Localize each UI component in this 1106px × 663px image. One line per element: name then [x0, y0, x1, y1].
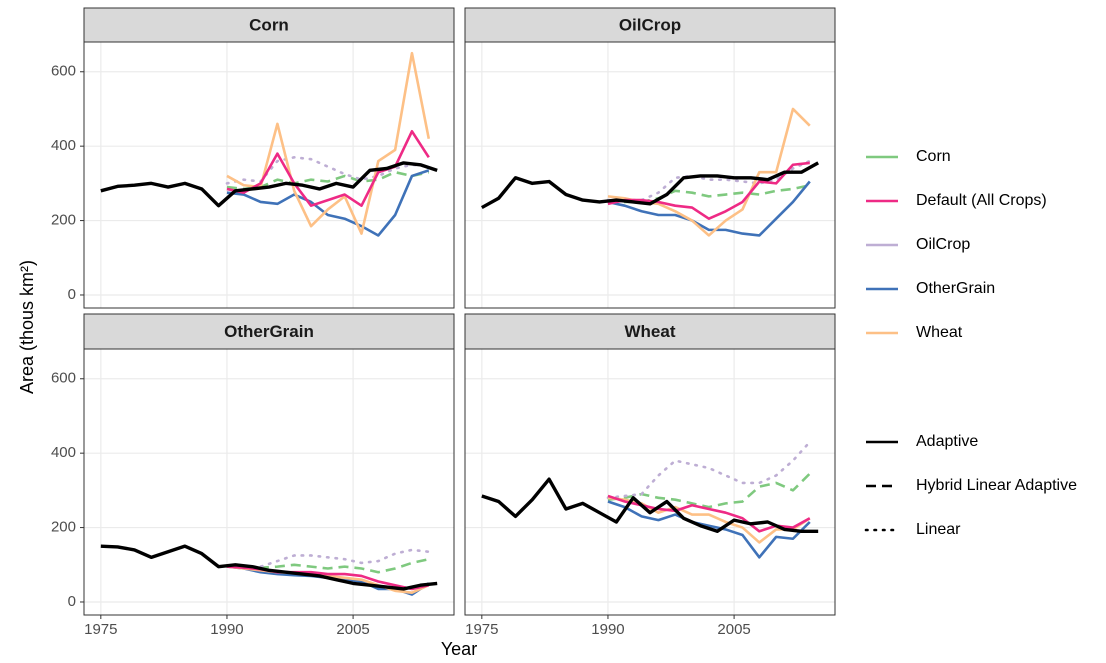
y-tick-label: 600: [51, 370, 76, 387]
x-tick-label: 1990: [210, 621, 243, 638]
panel-background: [84, 42, 454, 308]
data-line: [607, 161, 810, 221]
strip: [83, 313, 455, 350]
y-tick-label: 0: [68, 286, 76, 303]
panel-background: [465, 42, 835, 308]
legend-label: Default (All Crops): [916, 192, 1047, 209]
panel-background: [84, 349, 454, 615]
data-line: [606, 440, 812, 500]
data-line: [226, 169, 430, 237]
data-line: [607, 500, 811, 559]
strip-label: OtherGrain: [224, 322, 314, 341]
y-tick-label: 200: [51, 519, 76, 536]
x-tick-label: 1975: [84, 621, 117, 638]
data-line: [607, 180, 811, 237]
legend-label: OtherGrain: [916, 280, 995, 297]
x-tick-label: 1990: [591, 621, 624, 638]
y-tick-label: 600: [51, 63, 76, 80]
strip-label: Corn: [249, 15, 289, 34]
x-axis-title: Year: [441, 639, 477, 659]
strip-label: Wheat: [625, 322, 676, 341]
legend-label: OilCrop: [916, 236, 970, 253]
strip: [83, 7, 455, 43]
y-tick-label: 200: [51, 212, 76, 229]
legend-label: Hybrid Linear Adaptive: [916, 477, 1077, 494]
strip-label: OilCrop: [619, 15, 681, 34]
strip: [464, 7, 836, 43]
data-line: [100, 544, 438, 591]
y-tick-label: 400: [51, 444, 76, 461]
strip: [464, 313, 836, 350]
legend-label: Corn: [916, 148, 951, 165]
data-line: [225, 548, 431, 568]
panel-background: [465, 349, 835, 615]
data-line: [481, 477, 819, 533]
y-tick-label: 0: [68, 593, 76, 610]
y-axis-title: Area (thous km²): [17, 260, 37, 394]
x-tick-label: 2005: [336, 621, 369, 638]
x-tick-label: 2005: [717, 621, 750, 638]
data-line: [100, 161, 438, 208]
legend-label: Adaptive: [916, 433, 978, 450]
y-tick-label: 400: [51, 137, 76, 154]
x-tick-label: 1975: [465, 621, 498, 638]
legend-label: Linear: [916, 521, 961, 538]
data-line: [480, 161, 820, 210]
legend-label: Wheat: [916, 324, 963, 341]
